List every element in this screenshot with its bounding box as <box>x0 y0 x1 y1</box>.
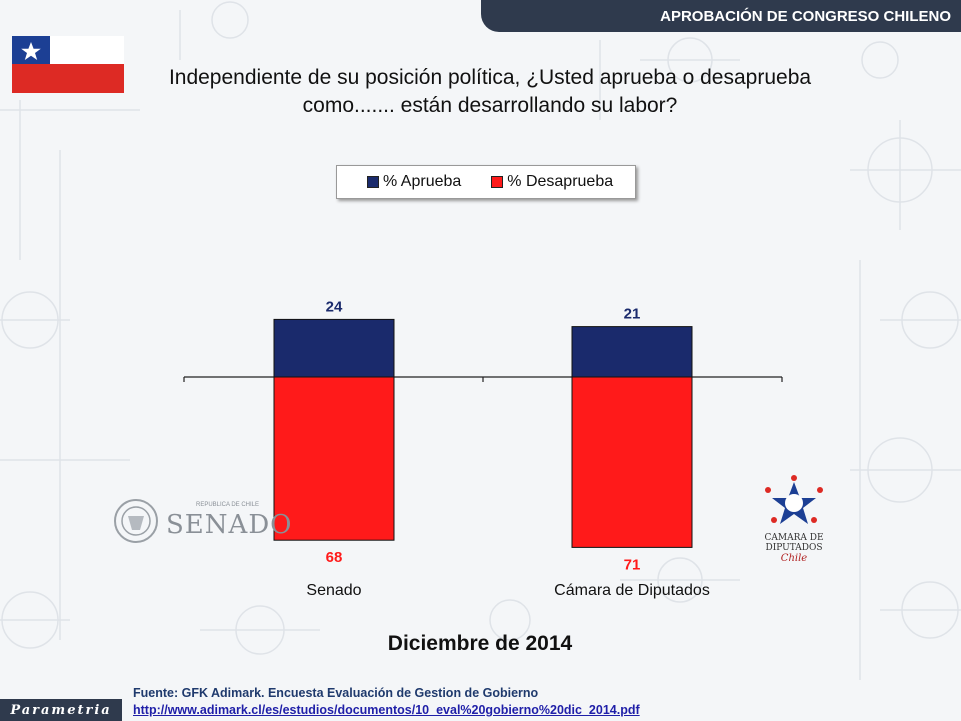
parametria-brand: Parametria <box>0 699 122 721</box>
senado-logo-big-text: SENADO <box>166 510 293 540</box>
date-label: Diciembre de 2014 <box>387 632 573 655</box>
camara-logo-line-2: Chile <box>780 553 808 564</box>
bar-desaprueba-0 <box>273 376 395 541</box>
source-link[interactable]: http://www.adimark.cl/es/estudios/docume… <box>133 703 640 717</box>
source-text: Fuente: GFK Adimark. Encuesta Evaluación… <box>133 686 539 700</box>
category-label-0: Senado <box>306 582 361 599</box>
header-bar: APROBACIÓN DE CONGRESO CHILENO <box>481 0 961 32</box>
chile-flag-icon <box>12 36 124 93</box>
legend-label-aprueba: % Aprueba <box>383 173 462 190</box>
data-label-aprueba-0: 24 <box>326 298 343 315</box>
camara-logo-line-1: CAMARA DE DIPUTADOS <box>764 533 824 553</box>
legend-item-aprueba: % Aprueba <box>367 173 461 191</box>
category-label-1: Cámara de Diputados <box>554 582 710 599</box>
camara-logo: CAMARA DE DIPUTADOS Chile <box>738 470 850 565</box>
data-label-aprueba-1: 21 <box>624 306 641 323</box>
bar-aprueba-1 <box>571 326 693 378</box>
data-label-desaprueba-1: 71 <box>624 556 641 573</box>
survey-question: Independiente de su posición política, ¿… <box>140 64 840 120</box>
senado-logo-small-text: REPUBLICA DE CHILE <box>196 502 260 508</box>
question-line-2: como....... están desarrollando su labor… <box>302 94 678 117</box>
legend-label-desaprueba: % Desaprueba <box>507 173 614 190</box>
legend-swatch-aprueba <box>367 176 379 188</box>
header-title: APROBACIÓN DE CONGRESO CHILENO <box>660 7 951 25</box>
data-label-desaprueba-0: 68 <box>326 549 343 566</box>
senado-seal-icon <box>114 499 158 543</box>
question-line-1: Independiente de su posición política, ¿… <box>168 66 812 89</box>
bar-aprueba-0 <box>273 318 395 378</box>
camara-star-icon <box>765 475 823 524</box>
senado-logo: REPUBLICA DE CHILE SENADO <box>110 496 291 544</box>
chart-legend: % Aprueba % Desaprueba <box>336 165 636 199</box>
bar-desaprueba-1 <box>571 376 693 548</box>
legend-swatch-desaprueba <box>491 176 504 188</box>
legend-item-desaprueba: % Desaprueba <box>491 173 613 191</box>
